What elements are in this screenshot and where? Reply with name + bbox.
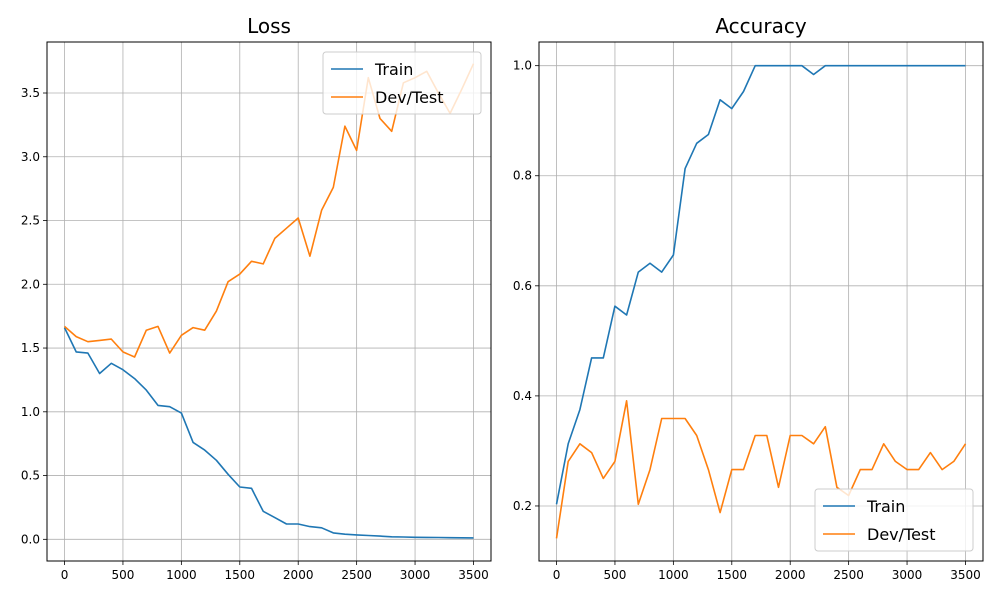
loss-x-axis: 0 500 1000 1500 2000 2500 3000 3500 [61,561,489,582]
x-tick-label: 0 [61,568,69,582]
loss-legend: Train Dev/Test [322,51,482,115]
accuracy-chart: Accuracy 0 500 1000 1500 2000 2500 3000 3500 0.… [513,14,984,582]
accuracy-x-axis: 0 500 1000 1500 2000 2500 3000 3500 [553,561,981,582]
y-tick-label: 2.0 [21,277,40,291]
y-tick-label: 0.6 [513,279,532,293]
x-tick-label: 1500 [225,568,256,582]
legend-box [814,488,974,552]
x-tick-label: 2000 [775,568,806,582]
legend-box [322,51,482,115]
accuracy-chart-title: Accuracy [715,14,806,38]
y-tick-label: 3.5 [21,86,40,100]
legend-label-train: Train [374,60,413,79]
series-line-train [555,64,966,505]
accuracy-axes-frame [538,41,984,562]
y-tick-label: 1.5 [21,341,40,355]
loss-y-axis: 0.0 0.5 1.0 1.5 2.0 2.5 3.0 3.5 [21,86,47,546]
x-tick-label: 3500 [950,568,981,582]
x-tick-label: 2500 [341,568,372,582]
loss-chart-title: Loss [247,14,291,38]
legend-label-dev-test: Dev/Test [375,88,444,107]
loss-axes-frame [46,41,492,562]
x-tick-label: 3500 [458,568,489,582]
y-tick-label: 3.0 [21,150,40,164]
y-tick-label: 0.4 [513,389,532,403]
accuracy-legend: Train Dev/Test [814,488,974,552]
y-tick-label: 2.5 [21,214,40,228]
accuracy-plot-area [555,64,967,539]
x-tick-label: 1000 [166,568,197,582]
x-tick-label: 2500 [833,568,864,582]
y-tick-label: 1.0 [21,405,40,419]
accuracy-y-axis: 0.2 0.4 0.6 0.8 1.0 [513,59,539,513]
x-tick-label: 3000 [892,568,923,582]
x-tick-label: 3000 [400,568,431,582]
legend-label-dev-test: Dev/Test [867,525,936,544]
series-line-train [63,327,474,539]
y-tick-label: 1.0 [513,59,532,73]
loss-chart: Loss 0 500 1000 1500 2000 2500 3000 3500 0.0 0.5… [21,14,492,582]
y-tick-label: 0.0 [21,532,40,546]
legend-label-train: Train [866,497,905,516]
x-tick-label: 1500 [717,568,748,582]
y-tick-label: 0.2 [513,499,532,513]
x-tick-label: 0 [553,568,561,582]
x-tick-label: 1000 [658,568,689,582]
y-tick-label: 0.5 [21,469,40,483]
accuracy-grid [539,42,983,561]
x-tick-label: 500 [603,568,626,582]
y-tick-label: 0.8 [513,169,532,183]
x-tick-label: 500 [111,568,134,582]
x-tick-label: 2000 [283,568,314,582]
series-line-dev-test [555,399,967,539]
